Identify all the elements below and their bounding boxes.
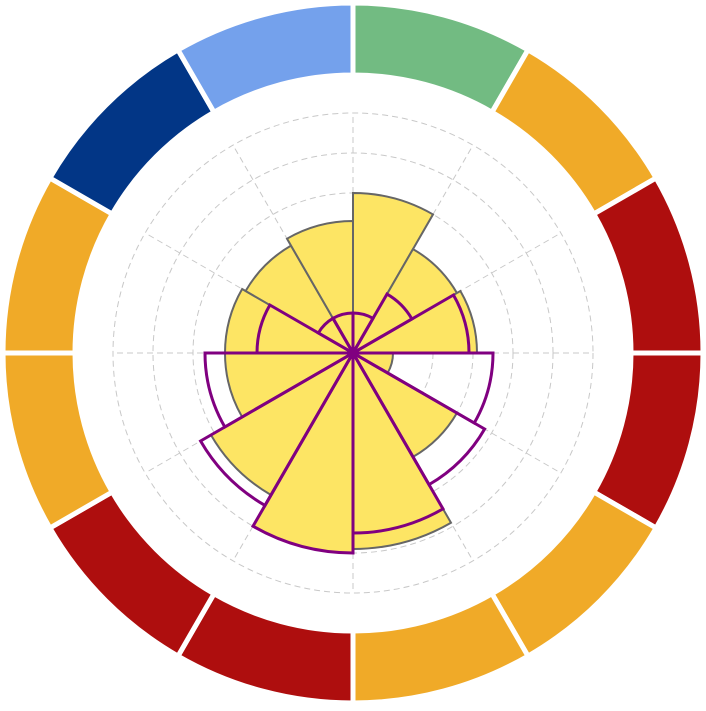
center-point (349, 349, 357, 357)
outline-bars (198, 292, 495, 555)
outline-bar (203, 351, 359, 430)
outline-bar (351, 347, 446, 535)
outline-bar (198, 348, 358, 508)
ring-segment (590, 174, 706, 356)
outline-bar (330, 311, 355, 359)
ring-segment (0, 350, 116, 532)
ring-segment (174, 0, 356, 116)
filled-bar (352, 349, 453, 551)
filled-bar (285, 219, 354, 357)
filled-bar (352, 191, 435, 357)
grid-circle (112, 112, 594, 594)
filled-bar (209, 350, 356, 497)
ring-segment (350, 590, 532, 706)
outline-bar (250, 347, 355, 555)
outline-bar (255, 302, 359, 355)
filled-bars (209, 191, 479, 555)
